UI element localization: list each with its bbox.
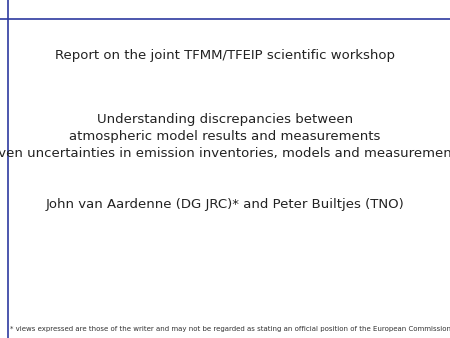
Text: John van Aardenne (DG JRC)* and Peter Builtjes (TNO): John van Aardenne (DG JRC)* and Peter Bu… bbox=[45, 198, 405, 211]
Text: Report on the joint TFMM/TFEIP scientific workshop: Report on the joint TFMM/TFEIP scientifi… bbox=[55, 49, 395, 62]
Text: * views expressed are those of the writer and may not be regarded as stating an : * views expressed are those of the write… bbox=[10, 326, 450, 332]
Text: Understanding discrepancies between
atmospheric model results and measurements
g: Understanding discrepancies between atmo… bbox=[0, 113, 450, 161]
